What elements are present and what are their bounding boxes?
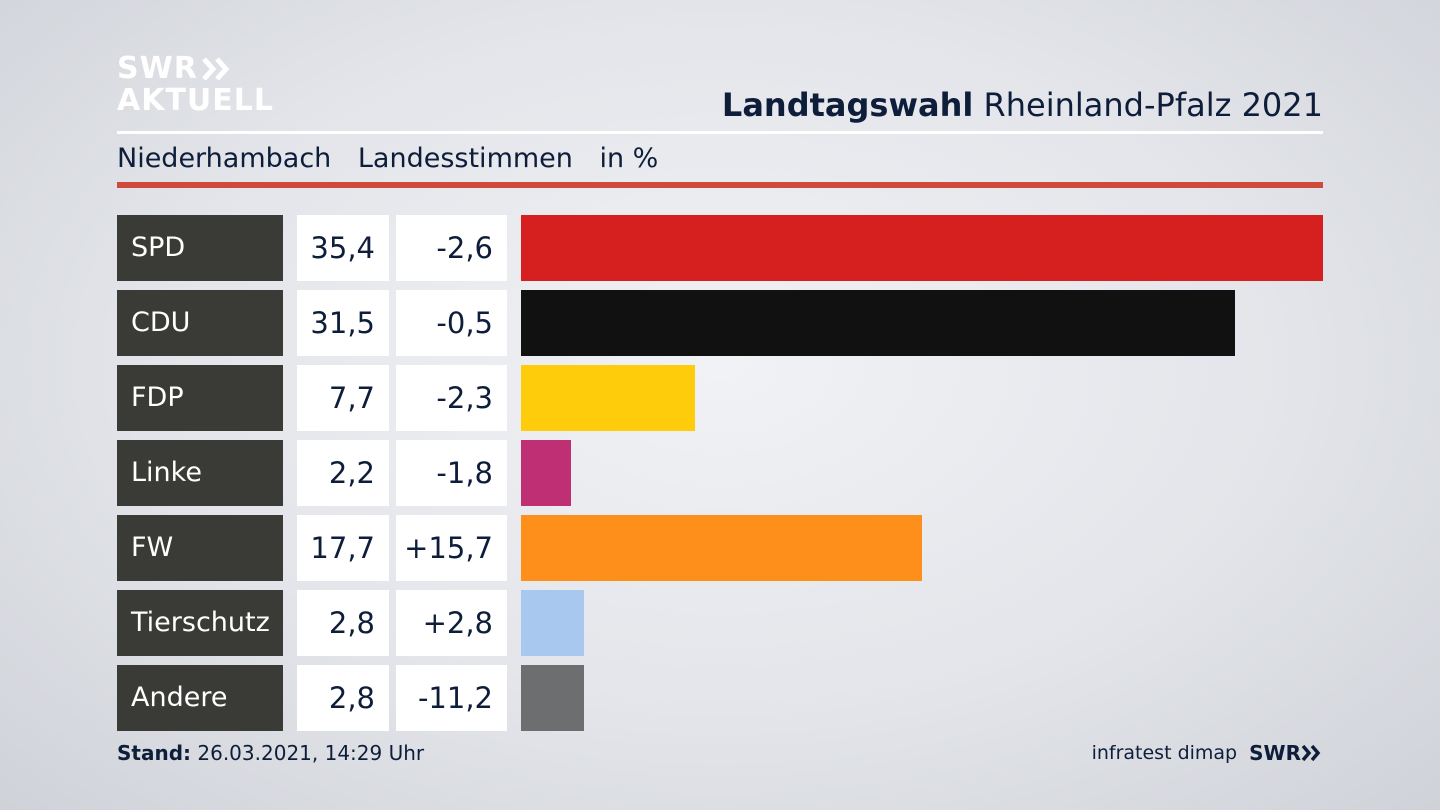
subtitle-place: Niederhambach	[117, 143, 332, 174]
subtitle-unit: in %	[599, 143, 659, 174]
stand-label: Stand:	[117, 741, 192, 765]
party-bar	[521, 515, 922, 581]
party-name: Linke	[117, 440, 283, 506]
party-change: +2,8	[396, 590, 507, 656]
double-chevron-icon	[201, 57, 230, 81]
footer-logo-text: SWR	[1249, 741, 1301, 765]
party-percent: 2,8	[297, 590, 389, 656]
timestamp: Stand: 26.03.2021, 14:29 Uhr	[117, 741, 424, 765]
swr-aktuell-logo: SWR AKTUELL	[117, 54, 274, 116]
party-change: -1,8	[396, 440, 507, 506]
subtitle-divider	[117, 182, 1323, 188]
party-name: FW	[117, 515, 283, 581]
party-percent: 7,7	[297, 365, 389, 431]
footer-swr-logo: SWR	[1249, 741, 1323, 765]
chart-title: Landtagswahl Rheinland-Pfalz 2021	[722, 86, 1323, 124]
stand-value: 26.03.2021, 14:29 Uhr	[197, 741, 425, 765]
party-change: +15,7	[396, 515, 507, 581]
title-divider	[117, 131, 1323, 134]
party-change: -0,5	[396, 290, 507, 356]
party-change: -11,2	[396, 665, 507, 731]
party-bar	[521, 365, 695, 431]
party-percent: 17,7	[297, 515, 389, 581]
party-bar	[521, 665, 584, 731]
party-bar	[521, 215, 1323, 281]
party-name: FDP	[117, 365, 283, 431]
logo-text-swr: SWR	[117, 51, 198, 86]
party-name: Andere	[117, 665, 283, 731]
logo-text-aktuell: AKTUELL	[117, 83, 275, 118]
party-name: Tierschutz	[117, 590, 283, 656]
subtitle-vote-type: Landesstimmen	[357, 143, 573, 174]
chart-subtitle: Niederhambach Landesstimmen in %	[117, 143, 676, 174]
party-bar	[521, 440, 571, 506]
party-bar	[521, 590, 584, 656]
party-name: SPD	[117, 215, 283, 281]
party-percent: 35,4	[297, 215, 389, 281]
party-bar	[521, 290, 1235, 356]
title-bold: Landtagswahl	[721, 86, 974, 124]
party-percent: 31,5	[297, 290, 389, 356]
party-change: -2,3	[396, 365, 507, 431]
party-change: -2,6	[396, 215, 507, 281]
party-percent: 2,8	[297, 665, 389, 731]
party-name: CDU	[117, 290, 283, 356]
double-chevron-icon	[1301, 744, 1321, 762]
source-credit: infratest dimap SWR	[1092, 741, 1323, 765]
title-rest: Rheinland-Pfalz 2021	[983, 86, 1323, 124]
party-percent: 2,2	[297, 440, 389, 506]
source-text: infratest dimap	[1091, 742, 1238, 764]
